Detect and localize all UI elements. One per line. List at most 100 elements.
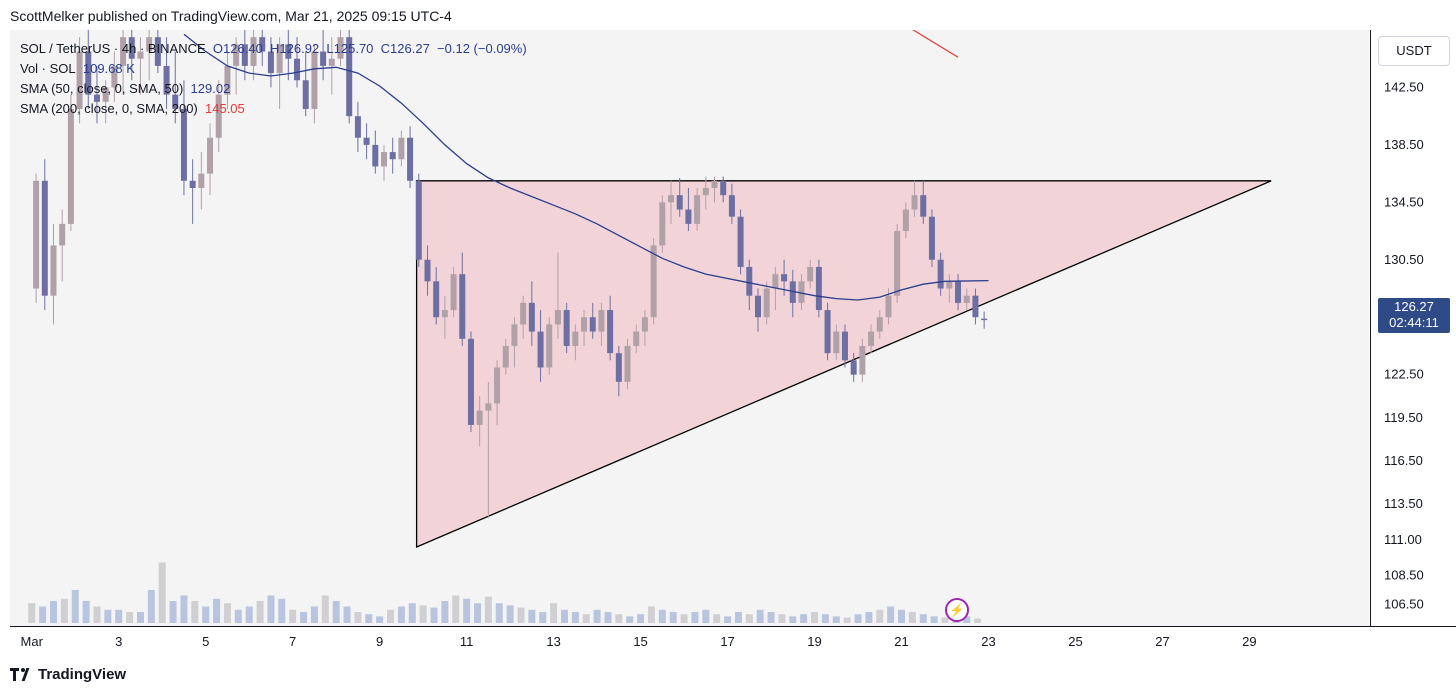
- volume-bar: [82, 601, 90, 623]
- candle-body: [702, 187, 709, 196]
- candle-body: [668, 195, 675, 203]
- legend-symbol-row[interactable]: SOL / TetherUS · 4h · BINANCE O126.40 H1…: [20, 39, 527, 59]
- volume-bar: [376, 616, 384, 623]
- candle-body: [189, 180, 196, 188]
- volume-bar: [615, 614, 623, 623]
- candle-body: [311, 51, 318, 109]
- chart-frame[interactable]: 142.50138.50134.50130.50126.50122.50119.…: [10, 30, 1456, 659]
- volume-bar: [637, 614, 645, 623]
- candle-body: [815, 266, 822, 311]
- volume-bar: [430, 607, 438, 623]
- volume-bar: [234, 609, 242, 623]
- legend-sma50-row[interactable]: SMA (50, close, 0, SMA, 50) 129.02: [20, 79, 527, 99]
- volume-bar: [506, 605, 514, 623]
- sma50-value: 129.02: [190, 81, 231, 96]
- time-tick-label: 15: [633, 634, 647, 649]
- candle-body: [207, 137, 214, 174]
- candle-body: [459, 274, 466, 339]
- volume-bar: [71, 590, 79, 623]
- volume-bar: [213, 598, 221, 623]
- volume-bar: [865, 612, 873, 623]
- candle-body: [633, 331, 640, 346]
- volume-label: Vol · SOL: [20, 61, 76, 76]
- volume-bar: [767, 612, 775, 623]
- candle-body: [581, 317, 588, 332]
- candle-body: [102, 87, 109, 102]
- footer-brand[interactable]: TradingView: [10, 666, 126, 683]
- candle-body: [928, 216, 935, 260]
- volume-bar: [571, 612, 579, 623]
- candle-body: [607, 310, 614, 354]
- volume-bar: [452, 595, 460, 623]
- volume-bar: [441, 601, 449, 623]
- candle-body: [50, 245, 57, 296]
- time-axis[interactable]: [10, 626, 1456, 659]
- volume-bar: [647, 606, 655, 623]
- tradingview-wordmark: TradingView: [38, 666, 127, 683]
- lightning-icon[interactable]: ⚡: [945, 598, 969, 622]
- volume-bar: [191, 601, 199, 623]
- open-value: O126.40: [212, 41, 263, 56]
- price-tick-label: 122.50: [1384, 367, 1424, 382]
- volume-bar: [778, 614, 786, 623]
- time-tick-label: 23: [981, 634, 995, 649]
- volume-bar: [495, 603, 503, 623]
- candle-body: [354, 116, 361, 138]
- candle-body: [659, 202, 666, 246]
- candle-body: [563, 310, 570, 346]
- volume-bar: [93, 606, 101, 623]
- volume-bar: [202, 606, 210, 623]
- volume-bar: [28, 603, 36, 623]
- current-price-tag: 126.27 02:44:11: [1378, 298, 1450, 333]
- volume-bar: [974, 618, 982, 623]
- candle-body: [807, 266, 814, 282]
- candle-body: [598, 310, 605, 332]
- candle-body: [154, 37, 161, 66]
- volume-bar: [300, 612, 308, 623]
- candle-body: [902, 209, 909, 232]
- volume-bar: [854, 614, 862, 623]
- time-tick-label: 19: [807, 634, 821, 649]
- candle-body: [798, 281, 805, 303]
- candle-body: [172, 94, 179, 109]
- volume-bar: [887, 606, 895, 623]
- legend-sma200-row[interactable]: SMA (200, close, 0, SMA, 200) 145.05: [20, 99, 527, 119]
- volume-bar: [876, 609, 884, 623]
- candle-body: [676, 195, 683, 210]
- volume-bar: [473, 603, 481, 623]
- volume-bar: [724, 616, 732, 623]
- volume-bar: [550, 603, 558, 623]
- candle-body: [146, 37, 153, 52]
- candle-body: [711, 180, 718, 188]
- price-tick-label: 119.50: [1384, 410, 1423, 425]
- volume-bar: [256, 601, 264, 623]
- legend-volume-row[interactable]: Vol · SOL 109.68 K: [20, 59, 527, 79]
- candlestick-chart[interactable]: 142.50138.50134.50130.50126.50122.50119.…: [10, 30, 1456, 658]
- candle-body: [572, 331, 579, 346]
- volume-bar: [321, 595, 329, 623]
- volume-bar: [267, 595, 275, 623]
- candle-body: [737, 216, 744, 267]
- candle-body: [433, 281, 440, 318]
- volume-bar: [245, 606, 253, 623]
- sma200-line: [912, 30, 959, 58]
- volume-bar: [365, 614, 373, 623]
- candle-body: [589, 317, 596, 332]
- candle-body: [476, 410, 483, 425]
- candle-body: [685, 209, 692, 224]
- candle-body: [650, 245, 657, 318]
- candle-body: [850, 360, 857, 375]
- candle-body: [546, 324, 553, 368]
- candle-body: [824, 310, 831, 354]
- candle-body: [320, 51, 327, 66]
- currency-button[interactable]: USDT: [1378, 36, 1450, 66]
- candle-body: [415, 180, 422, 260]
- candle-body: [250, 37, 257, 66]
- volume-bar: [593, 609, 601, 623]
- time-tick-label: 7: [289, 634, 296, 649]
- price-tick-label: 134.50: [1384, 194, 1424, 209]
- candle-body: [328, 58, 335, 66]
- candle-body: [276, 44, 283, 74]
- candle-body: [294, 58, 301, 81]
- volume-bar: [223, 603, 231, 623]
